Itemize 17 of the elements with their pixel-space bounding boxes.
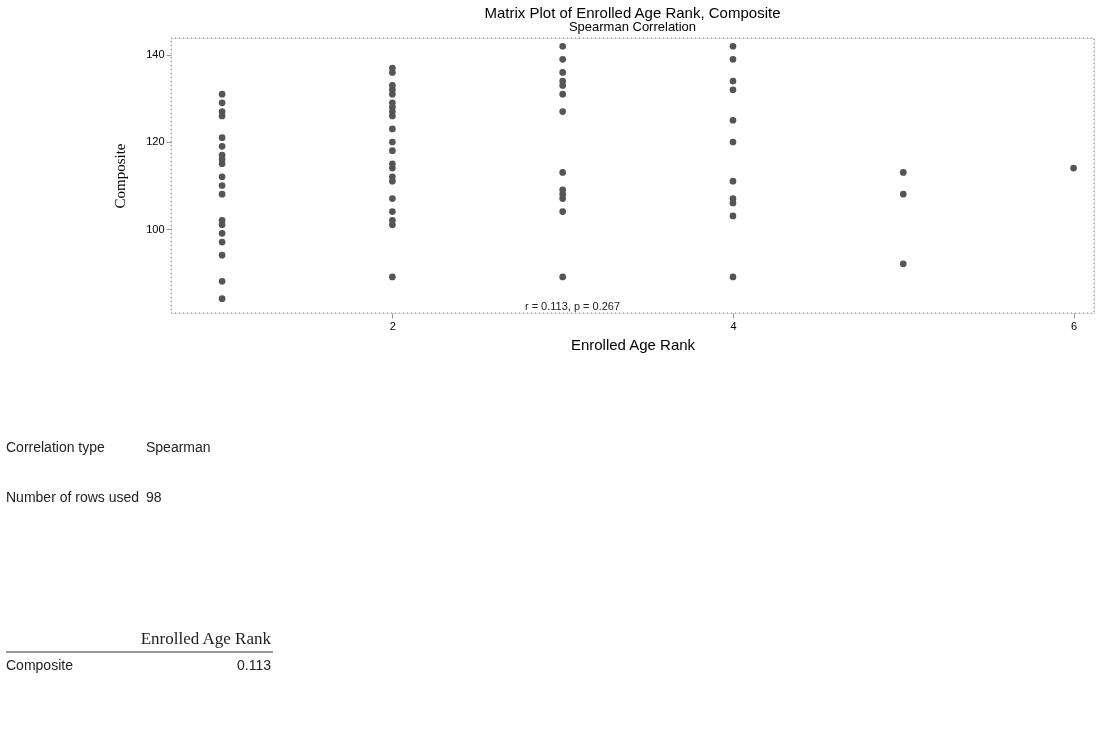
x-tick-label: 4 [730, 319, 737, 332]
y-tick-label: 100 [146, 222, 165, 235]
y-tick-label: 140 [146, 48, 165, 61]
text: Correlation type [6, 439, 106, 455]
y-axis-title: Composite [112, 143, 129, 209]
text: 98 [146, 489, 162, 505]
chart-title: Matrix Plot of Enrolled Age Rank, Composite [484, 3, 781, 21]
text: Number of rows used [6, 489, 140, 505]
text: Enrolled Age Rank [140, 629, 272, 648]
x-tick-label: 2 [389, 319, 396, 332]
text: 0.113 [237, 657, 272, 673]
x-tick-label: 6 [1071, 319, 1078, 332]
text: Composite [6, 657, 74, 673]
y-tick-label: 120 [146, 135, 165, 148]
text: Spearman [146, 439, 211, 455]
x-axis-title: Enrolled Age Rank [570, 335, 696, 353]
annotation: r = 0.113, p = 0.267 [524, 300, 621, 312]
